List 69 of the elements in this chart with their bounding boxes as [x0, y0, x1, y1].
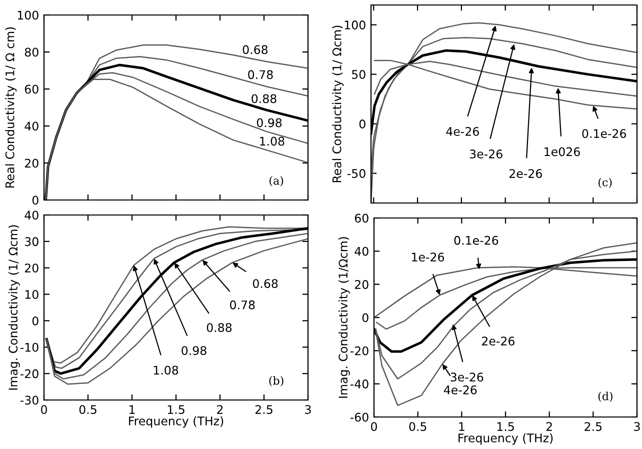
annotation: 1e026 — [544, 147, 580, 156]
y-tick-label: 40 — [24, 210, 38, 220]
y-tick-label: -30 — [20, 396, 38, 405]
y-tick-label: 0 — [32, 316, 38, 326]
y-axis-title: Real Conductivity (1/ Ωcm) — [332, 26, 344, 182]
y-tick-label: 20 — [24, 158, 38, 168]
y-tick-label: 40 — [24, 122, 38, 131]
annotation: 0.78 — [248, 70, 273, 80]
x-tick-label: 1 — [130, 405, 135, 414]
y-tick-label: -20 — [20, 369, 38, 378]
annotation: (b) — [269, 376, 284, 386]
x-tick-label: 3 — [634, 422, 640, 431]
x-tick-label: 1.5 — [497, 422, 514, 431]
annotation: 0.88 — [252, 94, 276, 104]
y-tick-label: 0 — [362, 313, 368, 322]
annotation: 0.78 — [230, 300, 255, 310]
y-tick-label: 80 — [24, 48, 38, 57]
y-tick-label: 0 — [32, 196, 38, 205]
y-tick-label: 10 — [25, 290, 38, 299]
annotation: (a) — [270, 176, 284, 186]
y-axis-title: Imag. Conductivity (1/ Ωcm) — [8, 225, 20, 390]
x-tick-label: 2.5 — [255, 405, 272, 414]
annotation: 0.98 — [256, 118, 282, 128]
annotation: 4e-26 — [446, 126, 479, 136]
y-tick-label: -20 — [350, 346, 368, 356]
annotation: 0.68 — [252, 279, 278, 288]
y-tick-label: 20 — [24, 264, 38, 273]
x-axis-title: Frequency (THz) — [129, 416, 224, 428]
y-tick-label: 100 — [18, 10, 38, 20]
y-tick-label: 60 — [354, 214, 368, 223]
x-tick-label: 2 — [217, 405, 223, 414]
annotation: 2e-26 — [482, 336, 514, 346]
x-tick-label: 0.5 — [79, 405, 96, 414]
y-tick-label: 50 — [352, 70, 366, 79]
y-tick-label: -50 — [347, 169, 366, 178]
y-axis-title: Imag. Conductivity (1/Ωcm) — [338, 237, 350, 398]
x-tick-label: 1.5 — [168, 405, 184, 414]
annotation: 0.98 — [182, 346, 206, 356]
y-tick-label: 0 — [359, 120, 366, 128]
x-tick-label: 0 — [371, 422, 377, 431]
y-tick-label: -10 — [20, 342, 38, 352]
x-tick-label: 0 — [41, 405, 47, 414]
annotation: 1.08 — [154, 366, 178, 375]
x-tick-label: 0.5 — [409, 422, 426, 431]
annotation: 0.1e-26 — [582, 129, 626, 138]
annotation: 4e-26 — [444, 385, 477, 394]
y-tick-label: 60 — [24, 84, 38, 94]
annotation: (d) — [598, 392, 612, 402]
y-tick-label: 100 — [344, 20, 366, 30]
y-tick-label: 20 — [354, 280, 368, 289]
annotation: 3e-26 — [450, 372, 484, 382]
x-tick-label: 2 — [546, 422, 552, 431]
annotation: 1e-26 — [412, 252, 444, 262]
annotation: 0.68 — [242, 45, 268, 54]
y-axis-title: Real Conductivity (1/ Ω cm) — [5, 27, 17, 188]
y-tick-label: -40 — [350, 380, 368, 388]
annotation: 1.08 — [260, 136, 284, 146]
x-axis-title: Frequency (THz) — [458, 433, 553, 445]
annotation: 0.1e-26 — [454, 236, 498, 245]
annotation: (c) — [598, 178, 612, 188]
x-tick-label: 3 — [305, 405, 311, 414]
annotation: 2e-26 — [509, 169, 542, 178]
y-tick-label: 30 — [25, 237, 38, 246]
annotation: 3e-26 — [470, 150, 502, 158]
x-tick-label: 2.5 — [584, 422, 602, 431]
annotation: 0.88 — [206, 323, 232, 332]
x-tick-label: 1 — [459, 422, 464, 431]
y-tick-label: -60 — [350, 412, 368, 422]
y-tick-label: 40 — [354, 246, 368, 256]
